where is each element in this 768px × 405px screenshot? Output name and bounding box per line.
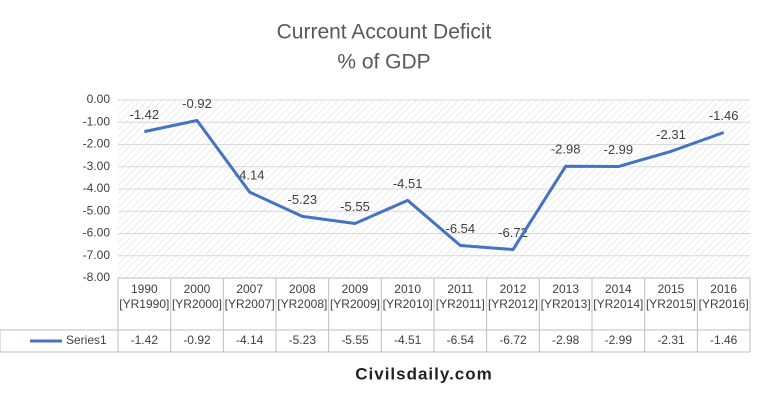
data-table-value: -1.42 xyxy=(131,333,159,347)
chart-title: Current Account Deficit xyxy=(277,21,492,44)
chart-subtitle: % of GDP xyxy=(337,51,430,74)
watermark: Civilsdaily.com xyxy=(355,364,493,383)
x-tick-label: 2007 [YR2007] xyxy=(224,282,275,311)
data-label: -5.23 xyxy=(288,192,318,207)
y-tick-label: -7.00 xyxy=(83,248,111,262)
x-tick-label: 2012 [YR2012] xyxy=(487,282,538,311)
y-tick-label: -5.00 xyxy=(83,203,111,217)
y-tick-label: -6.00 xyxy=(83,226,111,240)
x-tick-label: 2016 [YR2016] xyxy=(698,282,749,311)
data-table-value: -6.54 xyxy=(447,333,475,347)
data-label: -4.51 xyxy=(393,176,423,191)
y-tick-label: -2.00 xyxy=(83,137,111,151)
data-table-value: -4.51 xyxy=(394,333,422,347)
data-label: -1.42 xyxy=(130,107,160,122)
x-tick-label: 2008 [YR2008] xyxy=(277,282,328,311)
x-tick-label: 2011 [YR2011] xyxy=(435,282,485,311)
legend-label: Series1 xyxy=(66,333,107,347)
data-table-value: -2.99 xyxy=(605,333,633,347)
data-label: -0.92 xyxy=(182,96,212,111)
data-label: -1.46 xyxy=(709,108,739,123)
y-tick-label: -8.00 xyxy=(83,270,111,284)
x-tick-label: 2009 [YR2009] xyxy=(329,282,380,311)
data-table-value: -6.72 xyxy=(499,333,527,347)
data-table-value: -1.46 xyxy=(710,333,738,347)
x-tick-label: 2010 [YR2010] xyxy=(382,282,433,311)
data-label: -4.14 xyxy=(235,168,265,183)
x-tick-label: 2000 [YR2000] xyxy=(171,282,222,311)
y-tick-label: 0.00 xyxy=(87,92,111,106)
series-line xyxy=(144,118,725,252)
data-table-value: -0.92 xyxy=(183,333,211,347)
data-label: -2.31 xyxy=(656,127,686,142)
data-table-value: -5.23 xyxy=(289,333,317,347)
y-tick-label: -1.00 xyxy=(83,114,111,128)
data-label: -6.54 xyxy=(446,221,476,236)
data-label: -2.98 xyxy=(551,142,581,157)
data-table-value: -5.55 xyxy=(341,333,369,347)
y-tick-label: -4.00 xyxy=(83,181,111,195)
data-table-value: -4.14 xyxy=(236,333,264,347)
x-tick-label: 2014 [YR2014] xyxy=(593,282,644,311)
data-table-value: -2.31 xyxy=(657,333,685,347)
data-label: -2.99 xyxy=(604,142,634,157)
x-tick-label: 1990 [YR1990] xyxy=(119,282,170,311)
x-tick-label: 2015 [YR2015] xyxy=(645,282,696,311)
y-tick-label: -3.00 xyxy=(83,159,111,173)
data-table-value: -2.98 xyxy=(552,333,580,347)
x-tick-label: 2013 [YR2013] xyxy=(540,282,591,311)
data-label: -5.55 xyxy=(340,199,370,214)
